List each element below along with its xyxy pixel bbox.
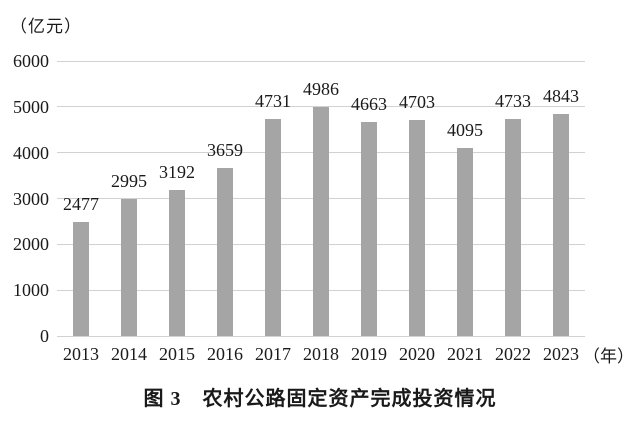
bar-value-label: 3192 [159, 161, 195, 182]
x-tick-label: 2022 [495, 344, 531, 364]
bar-2014 [121, 198, 137, 336]
plot-area: 0 1000 2000 3000 4000 5000 6000 2477 2013 2995 201… [13, 51, 585, 364]
x-tick-label: 2014 [111, 344, 147, 364]
y-tick-label: 4000 [13, 142, 49, 163]
bar-value-label: 4703 [399, 92, 435, 113]
bar-value-label: 4731 [255, 91, 291, 112]
x-tick-label: 2017 [255, 344, 291, 364]
x-tick-label: 2016 [207, 344, 243, 364]
bar-2017 [265, 119, 281, 336]
x-tick-label: 2021 [447, 344, 483, 364]
bar-value-label: 4843 [543, 86, 579, 107]
y-tick-label: 5000 [13, 96, 49, 117]
x-tick-label: 2020 [399, 344, 435, 364]
y-tick-label: 0 [40, 326, 49, 346]
y-tick-label: 1000 [13, 280, 49, 301]
bar-value-label: 2995 [111, 170, 147, 191]
bar-2023 [553, 114, 569, 336]
gridline [57, 60, 585, 62]
x-tick-label: 2023 [543, 344, 579, 364]
bar-2021 [457, 148, 473, 336]
bar-value-label: 4733 [495, 91, 531, 112]
bar-2015 [169, 189, 185, 336]
bar-2020 [409, 120, 425, 336]
gridline [57, 106, 585, 108]
y-tick-label: 3000 [13, 188, 49, 209]
bar-2019 [361, 122, 377, 336]
bar-2016 [217, 168, 233, 336]
y-tick-label: 2000 [13, 234, 49, 255]
gridline [57, 335, 585, 337]
x-axis-unit-label: （年） [583, 347, 634, 366]
bar-2022 [505, 119, 521, 336]
x-tick-label: 2013 [63, 344, 99, 364]
bar-value-label: 4663 [351, 94, 387, 115]
bar-2013 [73, 222, 89, 336]
y-tick-label: 6000 [13, 51, 49, 71]
x-tick-label: 2019 [351, 344, 387, 364]
figure-caption: 图 3 农村公路固定资产完成投资情况 [143, 388, 497, 410]
bar-value-label: 2477 [63, 194, 99, 215]
y-axis-unit-label: （亿元） [10, 17, 82, 36]
x-tick-label: 2015 [159, 344, 195, 364]
bar-2018 [313, 107, 329, 336]
bar-value-label: 3659 [207, 140, 243, 161]
x-tick-label: 2018 [303, 344, 339, 364]
bar-value-label: 4095 [447, 120, 483, 141]
bar-value-label: 4986 [303, 79, 339, 100]
